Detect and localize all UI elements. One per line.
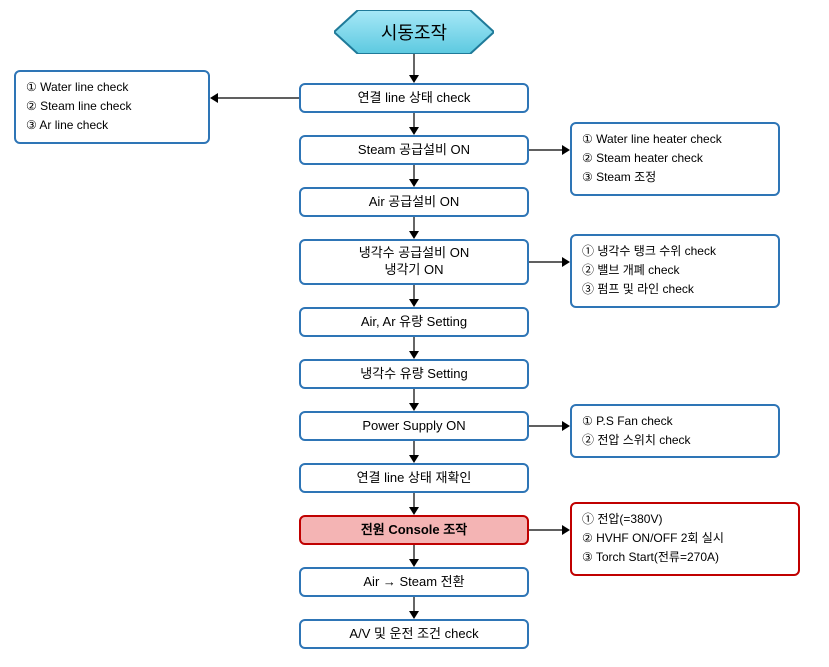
side-note-steam-on: ① Water line heater check② Steam heater … [570, 122, 780, 196]
flow-arrow-down [407, 389, 421, 411]
start-label: 시동조작 [381, 19, 447, 45]
flow-arrow-down [407, 285, 421, 307]
flow-arrow-side [529, 419, 570, 433]
flow-arrow-down [407, 113, 421, 135]
process-step-cooling-set: 냉각수 유량 Setting [299, 359, 529, 389]
side-note-console: ① 전압(=380V)② HVHF ON/OFF 2회 실시③ Torch St… [570, 502, 800, 576]
flow-arrow-down [407, 217, 421, 239]
flow-arrow-down [407, 493, 421, 515]
side-note-item: ① Water line check [26, 78, 198, 97]
process-step-line-recheck: 연결 line 상태 재확인 [299, 463, 529, 493]
start-node: 시동조작 [334, 10, 494, 54]
flow-arrow-down [407, 337, 421, 359]
flow-arrow-side [529, 255, 570, 269]
process-step-av-check: A/V 및 운전 조건 check [299, 619, 529, 649]
flow-arrow-side [210, 91, 299, 105]
process-step-line-check: 연결 line 상태 check [299, 83, 529, 113]
process-step-steam-on: Steam 공급설비 ON [299, 135, 529, 165]
side-note-item: ② HVHF ON/OFF 2회 실시 [582, 529, 788, 548]
flow-arrow-down [407, 441, 421, 463]
side-note-item: ① 냉각수 탱크 수위 check [582, 242, 768, 261]
side-note-item: ③ Ar line check [26, 116, 198, 135]
flow-arrow-down [407, 545, 421, 567]
flow-arrow-side [529, 143, 570, 157]
process-step-air-ar-set: Air, Ar 유량 Setting [299, 307, 529, 337]
flow-arrow-down [407, 165, 421, 187]
side-note-item: ② Steam heater check [582, 149, 768, 168]
side-note-line-check: ① Water line check② Steam line check③ Ar… [14, 70, 210, 144]
side-note-item: ③ Steam 조정 [582, 168, 768, 187]
process-step-air-to-steam: Air → Steam 전환 [299, 567, 529, 597]
side-note-item: ② Steam line check [26, 97, 198, 116]
process-step-cooling-on: 냉각수 공급설비 ON 냉각기 ON [299, 239, 529, 285]
process-step-air-on: Air 공급설비 ON [299, 187, 529, 217]
side-note-item: ① P.S Fan check [582, 412, 768, 431]
side-note-cooling-on: ① 냉각수 탱크 수위 check② 밸브 개폐 check③ 펌프 및 라인 … [570, 234, 780, 308]
side-note-item: ③ Torch Start(전류=270A) [582, 548, 788, 567]
side-note-item: ① 전압(=380V) [582, 510, 788, 529]
process-step-console: 전원 Console 조작 [299, 515, 529, 545]
flow-arrow-down [407, 54, 421, 83]
side-note-item: ① Water line heater check [582, 130, 768, 149]
side-note-item: ② 전압 스위치 check [582, 431, 768, 450]
side-note-item: ② 밸브 개폐 check [582, 261, 768, 280]
side-note-item: ③ 펌프 및 라인 check [582, 280, 768, 299]
side-note-ps-on: ① P.S Fan check② 전압 스위치 check [570, 404, 780, 458]
flow-arrow-down [407, 597, 421, 619]
process-step-ps-on: Power Supply ON [299, 411, 529, 441]
flow-arrow-side [529, 523, 570, 537]
